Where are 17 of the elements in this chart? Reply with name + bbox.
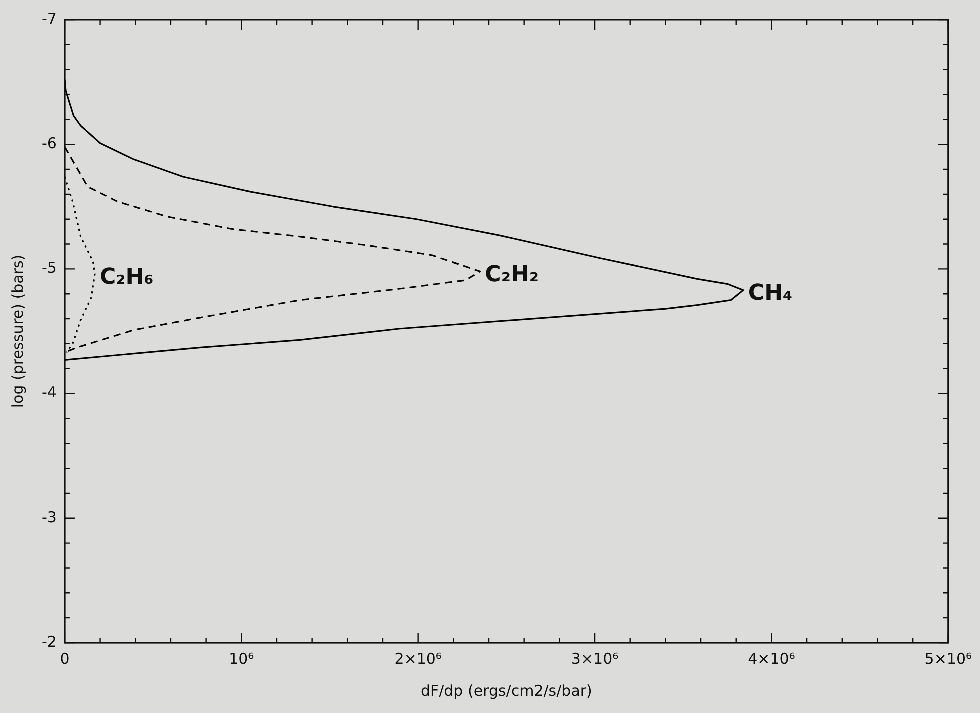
y-tick-label: -6: [42, 134, 57, 152]
x-tick-label: 2×10⁶: [394, 650, 442, 668]
x-axis-title: dF/dp (ergs/cm2/s/bar): [420, 682, 592, 700]
x-tick-label: 4×10⁶: [748, 650, 796, 668]
x-tick-label: 10⁶: [229, 650, 254, 668]
x-tick-label: 0: [60, 650, 70, 668]
y-tick-label: -5: [42, 259, 57, 278]
series-label: C₂H₆: [100, 264, 154, 290]
y-tick-label: -3: [42, 508, 57, 526]
y-tick-label: -7: [42, 10, 57, 28]
y-tick-label: -4: [42, 384, 57, 402]
y-tick-label: -2: [42, 632, 57, 651]
x-tick-label: 3×10⁶: [571, 650, 619, 668]
series-label: CH₄: [748, 281, 793, 306]
series-label: C₂H₂: [485, 262, 540, 288]
x-tick-label: 5×10⁶: [924, 650, 972, 668]
y-axis-title: log (pressure) (bars): [8, 254, 27, 408]
